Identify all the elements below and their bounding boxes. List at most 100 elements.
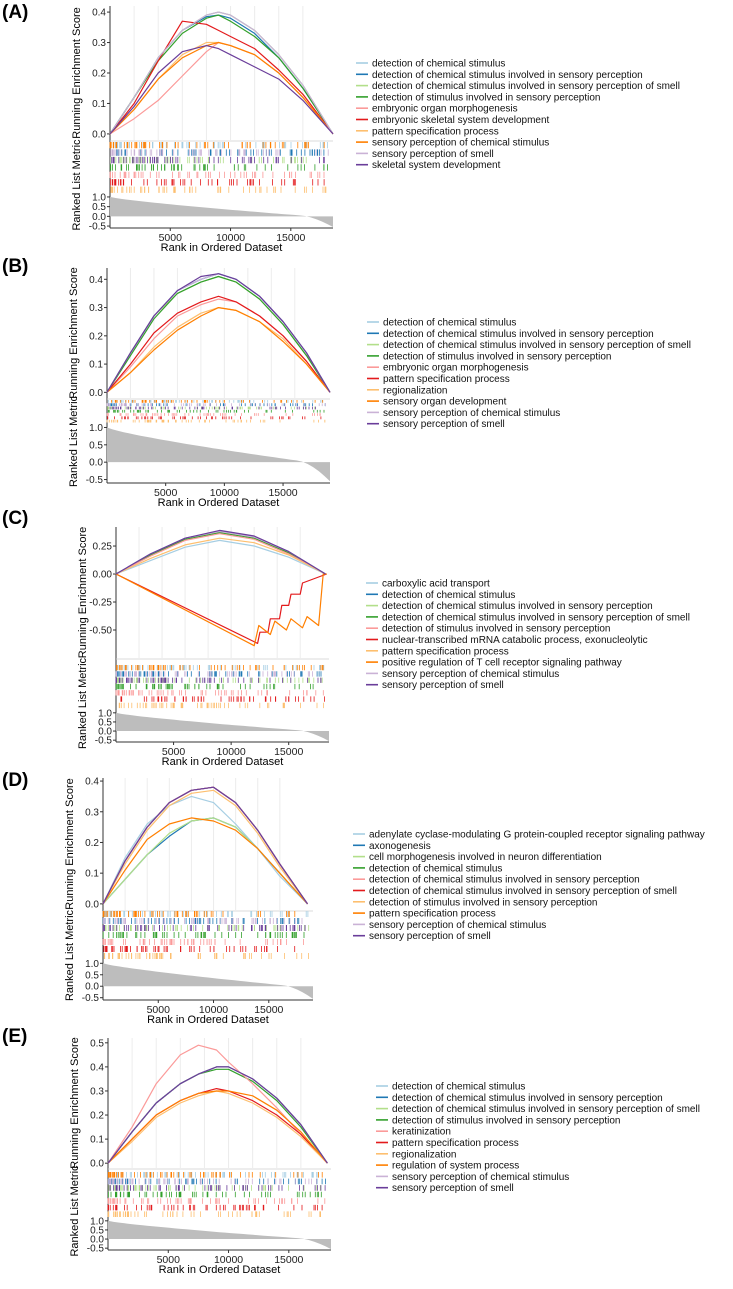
gene-hit-rug xyxy=(107,1172,323,1178)
gene-hit-rug xyxy=(115,690,324,696)
legend: detection of chemical stimulusdetection … xyxy=(367,318,691,430)
legend-label: detection of chemical stimulus involved … xyxy=(372,70,643,81)
legend-label: pattern specification process xyxy=(372,126,499,137)
y-tick-label: 0.1 xyxy=(90,1135,104,1146)
metric-tick-label: 0.0 xyxy=(89,458,103,469)
series-line xyxy=(107,1066,328,1164)
x-tick-label: 15000 xyxy=(276,232,305,244)
series-line xyxy=(102,795,308,905)
x-tick-label: 5000 xyxy=(159,232,183,244)
metric-tick-label: 1.0 xyxy=(85,959,99,970)
legend-label: sensory perception of smell xyxy=(383,419,505,430)
gene-hit-rug xyxy=(102,911,309,917)
y-tick-label: 0.2 xyxy=(90,1111,104,1122)
metric-axis-label: Ranked List Metric xyxy=(77,657,89,749)
legend-label: detection of chemical stimulus xyxy=(382,590,515,601)
x-tick-label: 15000 xyxy=(274,746,303,758)
legend-label: skeletal system development xyxy=(372,160,501,171)
gene-hit-rug xyxy=(107,409,325,413)
x-axis-label: Rank in Ordered Dataset xyxy=(147,1014,269,1026)
gene-hit-rug xyxy=(109,171,325,178)
legend-label: sensory organ development xyxy=(383,397,507,408)
series-line xyxy=(102,817,308,905)
x-tick-label: 10000 xyxy=(214,1254,243,1266)
legend-label: regionalization xyxy=(383,385,448,396)
y-axis-label: Running Enrichment Score xyxy=(64,778,76,909)
gene-hit-rug xyxy=(108,1191,322,1198)
y-tick-label: 0.5 xyxy=(90,1038,104,1049)
x-tick-label: 10000 xyxy=(199,1004,228,1016)
gene-hit-rug xyxy=(107,1198,326,1204)
legend-label: detection of chemical stimulus involved … xyxy=(382,601,653,612)
metric-axis-label: Ranked List Metric xyxy=(68,395,80,487)
series-line xyxy=(115,539,326,575)
legend-label: detection of chemical stimulus involved … xyxy=(383,329,654,340)
gene-hit-rug xyxy=(107,406,316,410)
gene-hit-rug xyxy=(110,149,329,156)
gene-hit-rug xyxy=(107,1211,321,1217)
legend-label: sensory perception of smell xyxy=(369,931,491,942)
gene-hit-rug xyxy=(120,696,325,702)
series-line xyxy=(109,11,334,135)
series-line xyxy=(109,41,334,135)
ranked-metric-area xyxy=(110,196,333,227)
series-line xyxy=(106,298,331,393)
legend: adenylate cyclase-modulating G protein-c… xyxy=(353,830,705,942)
panel-label: (D) xyxy=(2,770,28,791)
series-line xyxy=(115,537,326,575)
legend-label: detection of chemical stimulus involved … xyxy=(382,612,690,623)
y-tick-label: 0.0 xyxy=(85,899,99,910)
gene-hit-rug xyxy=(116,665,324,671)
series-line xyxy=(115,531,326,575)
metric-tick-label: 0.5 xyxy=(90,1225,104,1236)
ranked-metric-area xyxy=(103,963,313,999)
legend-label: detection of stimulus involved in sensor… xyxy=(369,897,597,908)
metric-axis-label: Ranked List Metric xyxy=(69,1165,81,1257)
y-tick-label: 0.2 xyxy=(85,838,99,849)
series-line xyxy=(107,1066,328,1164)
metric-tick-label: 0.5 xyxy=(98,717,112,728)
x-tick-label: 15000 xyxy=(274,1254,303,1266)
panel-label: (A) xyxy=(2,2,28,23)
gene-hit-rug xyxy=(107,416,322,420)
series-line xyxy=(115,573,327,647)
series-line xyxy=(106,307,331,393)
ranked-metric-area xyxy=(108,1220,331,1250)
legend-label: embryonic organ morphogenesis xyxy=(372,104,518,115)
series-line xyxy=(107,1090,328,1164)
y-tick-label: 0.3 xyxy=(85,807,99,818)
y-axis-label: Running Enrichment Score xyxy=(71,7,83,138)
y-axis-label: Running Enrichment Score xyxy=(68,267,80,398)
gene-hit-rug xyxy=(109,142,325,149)
legend-label: detection of chemical stimulus involved … xyxy=(392,1104,700,1115)
x-axis-label: Rank in Ordered Dataset xyxy=(162,756,284,768)
legend-label: pattern specification process xyxy=(383,374,510,385)
legend-label: detection of stimulus involved in sensor… xyxy=(383,351,611,362)
metric-tick-label: -0.5 xyxy=(87,1244,105,1255)
panel-b: (B) 0.0 0.1 0.2 0.3 0.4 Running Enrichment Sco… xyxy=(2,256,691,509)
y-tick-label: 0.3 xyxy=(92,38,106,49)
legend-label: regulation of system process xyxy=(392,1161,519,1172)
y-tick-label: 0.2 xyxy=(92,69,106,80)
legend-label: detection of chemical stimulus involved … xyxy=(369,886,677,897)
gene-hit-rug xyxy=(109,1185,326,1191)
series-line xyxy=(102,786,308,905)
series-line xyxy=(115,573,327,645)
series-line xyxy=(115,533,326,575)
gene-hit-rug xyxy=(108,1178,326,1185)
x-tick-label: 10000 xyxy=(216,232,245,244)
legend-label: keratinization xyxy=(392,1127,451,1138)
gene-hit-rug xyxy=(110,179,325,186)
series-line xyxy=(109,11,334,135)
series-line xyxy=(106,273,331,393)
gene-hit-rug xyxy=(115,683,314,690)
metric-tick-label: 1.0 xyxy=(89,423,103,434)
gene-hit-rug xyxy=(103,918,303,924)
y-axis-label: Running Enrichment Score xyxy=(69,1037,81,1168)
gene-hit-rug xyxy=(103,946,296,952)
metric-tick-label: 0.0 xyxy=(98,727,112,738)
y-tick-label: 0.4 xyxy=(85,777,99,788)
legend-label: detection of chemical stimulus involved … xyxy=(383,340,691,351)
series-line xyxy=(109,41,334,135)
